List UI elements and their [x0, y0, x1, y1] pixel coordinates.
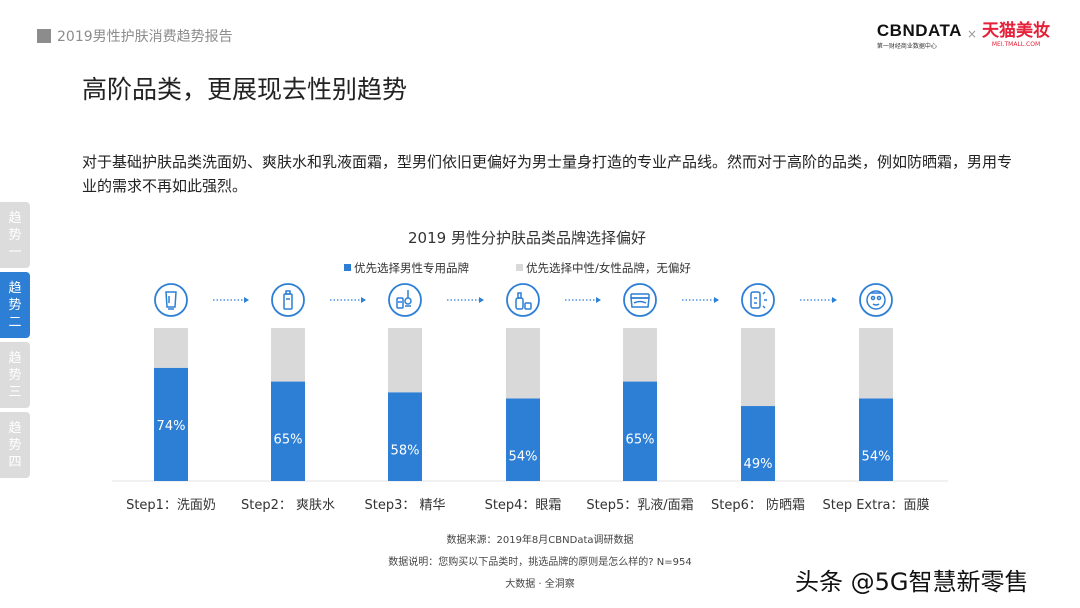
description-text: 对于基础护肤品类洗面奶、爽肤水和乳液面霜，型男们依旧更偏好为男士量身打造的专业产… — [82, 153, 1013, 195]
face-mask-icon — [859, 283, 893, 317]
bar-other-7 — [859, 328, 893, 399]
chart-title: 2019 男性分护肤品类品牌选择偏好 — [408, 229, 646, 247]
value-label-1: 74% — [157, 419, 186, 434]
data-note: 数据说明：您购买以下品类时，挑选品牌的原则是怎么样的? N=954 — [388, 557, 692, 568]
side-tab-2[interactable]: 趋势二 — [0, 272, 30, 338]
step-arrows — [213, 297, 837, 303]
page-title: 高阶品类，更展现去性别趋势 — [82, 75, 408, 104]
value-label-2: 65% — [274, 433, 303, 448]
side-tab-3[interactable]: 趋势三 — [0, 342, 30, 408]
brand-logos: CBNDATA 第一财经商业数据中心 × 天猫美妆 MEI.TMALL.COM — [876, 21, 1050, 51]
tagline: 大数据 · 全洞察 — [505, 579, 575, 590]
value-label-5: 65% — [626, 433, 655, 448]
cbndata-subtitle: 第一财经商业数据中心 — [876, 43, 937, 50]
value-label-7: 54% — [862, 449, 891, 464]
x-tick-6: Step6： 防晒霜 — [711, 497, 805, 513]
x-tick-3: Step3： 精华 — [364, 498, 445, 513]
bar-other-5 — [623, 328, 657, 382]
bar-other-4 — [506, 328, 540, 399]
bar-other-1 — [154, 328, 188, 368]
bar-other-2 — [271, 328, 305, 382]
bar-male-7 — [859, 398, 893, 481]
eye-cream-icon — [506, 283, 540, 317]
sunscreen-icon — [741, 283, 775, 317]
bar-other-3 — [388, 328, 422, 393]
tmall-logo: 天猫美妆 MEI.TMALL.COM — [982, 22, 1050, 48]
cream-jar-icon — [623, 283, 657, 317]
cbndata-logo: CBNDATA 第一财经商业数据中心 — [876, 21, 962, 51]
x-tick-7: Step Extra：面膜 — [822, 498, 929, 513]
category-icons — [154, 283, 893, 317]
bar-male-2 — [271, 381, 305, 481]
bar-male-4 — [506, 398, 540, 481]
step-arrow-4 — [565, 297, 601, 303]
step-arrow-2 — [330, 297, 366, 303]
cleanser-tube-icon — [154, 283, 188, 317]
value-label-6: 49% — [744, 457, 773, 472]
report-square-icon — [37, 29, 51, 43]
side-nav: 趋势一趋势二趋势三趋势四 — [0, 202, 30, 482]
bar-male-3 — [388, 392, 422, 481]
tmall-name: 天猫美妆 — [982, 21, 1050, 41]
brand-separator: × — [966, 27, 977, 41]
bar-male-6 — [741, 406, 775, 481]
value-label-4: 54% — [509, 449, 538, 464]
report-title: 2019男性护肤消费趋势报告 — [57, 29, 233, 45]
x-tick-4: Step4：眼霜 — [485, 498, 562, 513]
value-label-3: 58% — [391, 443, 420, 458]
cbndata-name: CBNDATA — [876, 21, 962, 40]
legend-label-1: 优先选择男性专用品牌 — [354, 261, 469, 275]
report-label: 2019男性护肤消费趋势报告 — [37, 26, 233, 46]
side-tab-4[interactable]: 趋势四 — [0, 412, 30, 478]
x-tick-labels: Step1：洗面奶 Step2： 爽肤水 Step3： 精华 Step4：眼霜 Step… — [126, 497, 929, 513]
serum-dropper-icon — [388, 283, 422, 317]
legend-label-2: 优先选择中性/女性品牌，无偏好 — [526, 261, 691, 275]
legend-swatch-2 — [516, 264, 523, 271]
tmall-subtitle: MEI.TMALL.COM — [991, 41, 1041, 48]
step-arrow-6 — [800, 297, 837, 303]
x-tick-5: Step5：乳液/面霜 — [586, 498, 693, 513]
bar-other-6 — [741, 328, 775, 407]
watermark: 头条 @5G智慧新零售 — [795, 568, 1029, 596]
bar-male-1 — [154, 367, 188, 481]
x-tick-2: Step2： 爽肤水 — [241, 498, 335, 513]
data-source: 数据来源：2019年8月CBNData调研数据 — [446, 535, 634, 546]
x-tick-1: Step1：洗面奶 — [126, 498, 216, 513]
toner-bottle-icon — [271, 283, 305, 317]
chart-legend: 优先选择男性专用品牌 优先选择中性/女性品牌，无偏好 — [344, 261, 691, 275]
side-tab-1[interactable]: 趋势一 — [0, 202, 30, 268]
bar-male-5 — [623, 381, 657, 481]
step-arrow-3 — [447, 297, 484, 303]
step-arrow-1 — [213, 297, 249, 303]
legend-swatch-1 — [344, 264, 351, 271]
step-arrow-5 — [682, 297, 719, 303]
chart-bars: 74% 65% 58% 54% 65% 49% 54% — [154, 328, 893, 481]
